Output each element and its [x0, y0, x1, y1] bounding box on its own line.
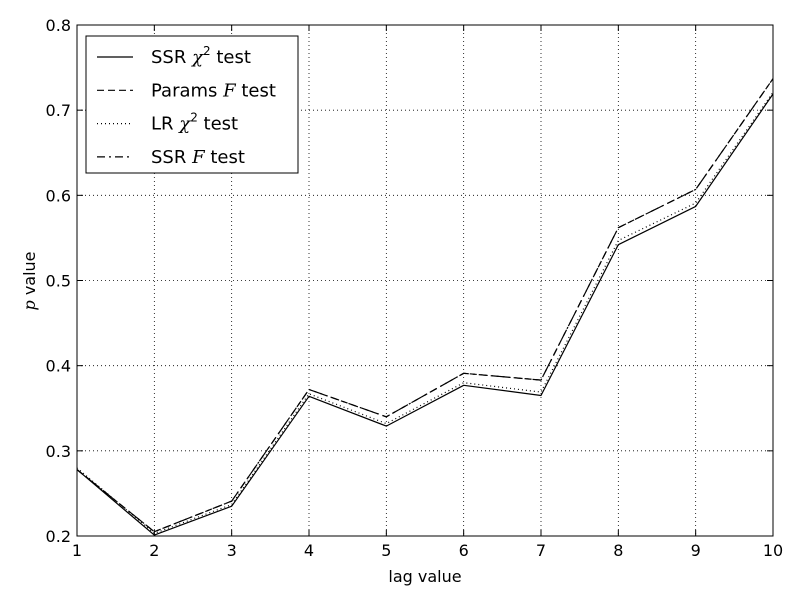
y-tick-labels: 0.2 0.3 0.4 0.5 0.6 0.7 0.8: [46, 16, 71, 546]
legend-entry-prefix: LR: [151, 114, 179, 135]
y-tick-label: 0.2: [46, 527, 71, 546]
legend-entry-symbol: F: [222, 80, 237, 101]
legend-box: [85, 35, 299, 174]
series-lines: [76, 78, 774, 536]
x-tick-label: 1: [72, 541, 82, 560]
y-axis-label: p value: [20, 251, 39, 310]
x-tick-label: 10: [763, 541, 783, 560]
y-tick-label: 0.8: [46, 16, 71, 35]
x-tick-label: 9: [691, 541, 701, 560]
y-tick-label: 0.3: [46, 442, 71, 461]
x-axis-label: lag value: [388, 567, 461, 586]
gridlines: [77, 25, 773, 536]
x-tick-label: 4: [304, 541, 314, 560]
legend-entry-symbol: F: [191, 147, 206, 168]
legend-entry-label: Params F test: [151, 80, 276, 101]
legend-entry-superscript: 2: [203, 44, 211, 58]
legend-entry-label: SSR F test: [151, 147, 245, 168]
series-line-dashdot: [76, 78, 774, 533]
axis-ticks: [76, 24, 774, 537]
y-tick-label: 0.6: [46, 186, 71, 205]
legend-entry-label: LR χ2 test: [151, 111, 238, 135]
legend-entry-prefix: Params: [151, 80, 223, 101]
x-tick-label: 7: [536, 541, 546, 560]
y-axis-label-symbol: p: [20, 300, 39, 310]
legend-entry-suffix: test: [236, 80, 276, 101]
legend-entry-label: SSR χ2 test: [151, 44, 251, 68]
y-tick-label: 0.5: [46, 272, 71, 291]
legend-entry-symbol: χ: [177, 114, 191, 135]
legend-entry-prefix: SSR: [151, 147, 192, 168]
x-tick-label: 6: [459, 541, 469, 560]
legend-entry-prefix: SSR: [151, 47, 192, 68]
y-tick-label: 0.7: [46, 101, 71, 120]
x-tick-label: 8: [613, 541, 623, 560]
legend-entry-superscript: 2: [190, 111, 198, 125]
legend-entry-suffix: test: [211, 47, 251, 68]
legend-entry-suffix: test: [198, 114, 238, 135]
y-axis-label-text: value: [20, 251, 39, 300]
x-tick-labels: 1 2 3 4 5 6 7 8 9 10: [72, 541, 783, 560]
y-tick-label: 0.4: [46, 357, 71, 376]
legend-entry-symbol: χ: [190, 47, 204, 68]
x-tick-label: 5: [381, 541, 391, 560]
legend-entry-suffix: test: [205, 147, 245, 168]
series-line-solid: [76, 93, 774, 536]
x-tick-label: 2: [149, 541, 159, 560]
series-line-dotted: [76, 91, 774, 535]
x-tick-label: 3: [227, 541, 237, 560]
